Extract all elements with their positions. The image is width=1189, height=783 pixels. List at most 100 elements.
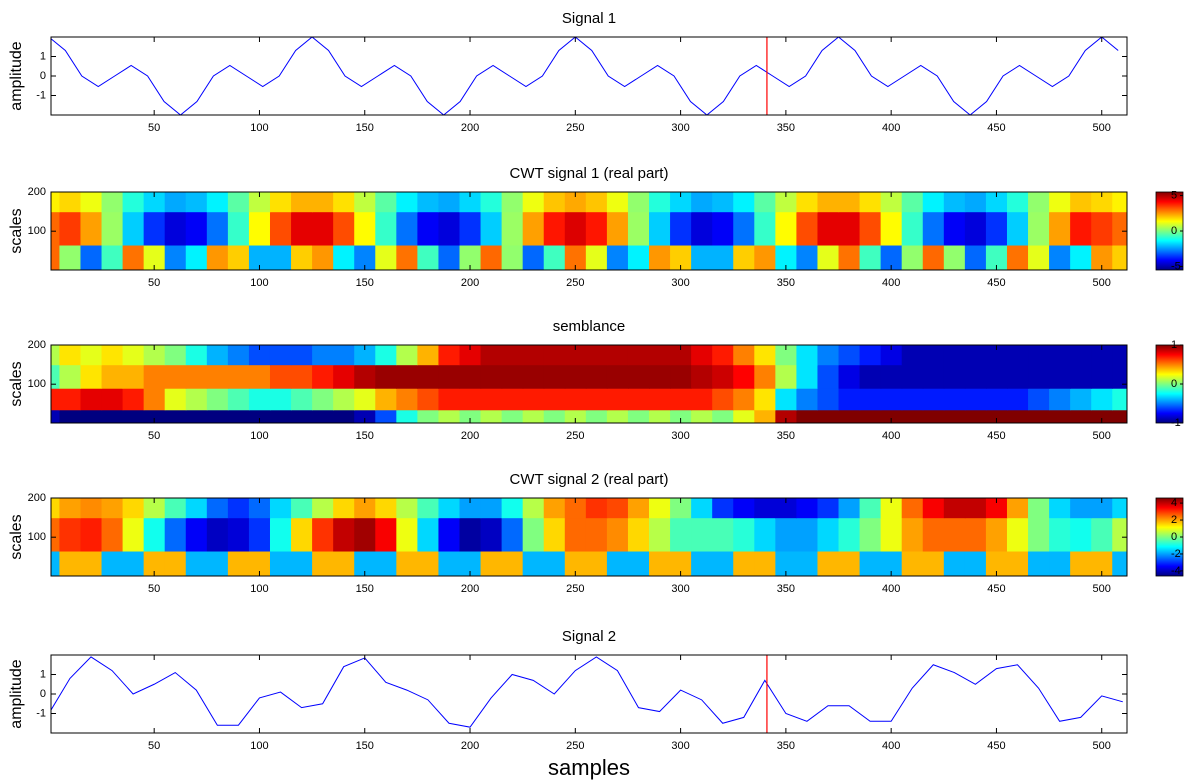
heatmap-cell — [964, 192, 987, 213]
x-tick-label: 100 — [250, 122, 268, 134]
heatmap-cell — [354, 192, 376, 213]
heatmap-cell — [606, 409, 629, 423]
heatmap-cell — [775, 192, 798, 213]
heatmap-cell — [459, 388, 482, 411]
heatmap-cell — [80, 388, 103, 411]
heatmap-cell — [122, 192, 145, 213]
heatmap-cell — [164, 409, 187, 423]
heatmap-cell — [291, 364, 313, 389]
heatmap-cell — [691, 388, 713, 411]
heatmap-cell — [859, 517, 882, 552]
heatmap-cell — [754, 244, 776, 270]
heatmap-cell — [985, 498, 1008, 519]
heatmap-cell — [649, 409, 671, 423]
heatmap-cell — [649, 364, 671, 389]
heatmap-cell — [985, 364, 1008, 389]
heatmap-cell — [649, 388, 671, 411]
heatmap-cell — [59, 364, 82, 389]
heatmap-cell — [754, 345, 776, 366]
heatmap-cell — [248, 517, 271, 552]
heatmap-cell — [733, 345, 755, 366]
panel-title: Signal 1 — [562, 10, 616, 27]
heatmap-cell — [227, 517, 250, 552]
heatmap-cell — [543, 409, 566, 423]
heatmap-cell — [1006, 211, 1029, 246]
heatmap-cell — [480, 517, 503, 552]
heatmap-cell — [417, 345, 440, 366]
heatmap-cell — [733, 498, 755, 519]
heatmap-cell — [606, 345, 629, 366]
y-axis-label: amplitude — [8, 41, 25, 110]
heatmap-cell — [101, 345, 124, 366]
x-tick-label: 350 — [777, 430, 795, 442]
heatmap-cell — [291, 550, 313, 576]
colorbar-tick-label: 5 — [1171, 189, 1177, 201]
heatmap-cell — [606, 517, 629, 552]
heatmap-cell — [206, 211, 229, 246]
heatmap-cell — [985, 517, 1008, 552]
heatmap-cell — [1006, 550, 1029, 576]
heatmap-cell — [51, 517, 61, 552]
heatmap-cell — [269, 364, 292, 389]
heatmap-cell — [417, 192, 440, 213]
heatmap-cell — [922, 498, 945, 519]
x-tick-label: 300 — [671, 583, 689, 595]
colorbar-tick-label: 2 — [1171, 514, 1177, 526]
colorbar-tick-label: 1 — [1171, 339, 1177, 351]
heatmap-cell — [943, 550, 966, 576]
heatmap-cell — [522, 517, 545, 552]
heatmap-cell — [1049, 345, 1071, 366]
heatmap-cell — [985, 192, 1008, 213]
heatmap-cell — [51, 345, 61, 366]
heatmap-cell — [480, 211, 503, 246]
heatmap-cell — [1028, 345, 1050, 366]
heatmap-cell — [670, 498, 692, 519]
heatmap-cell — [206, 244, 229, 270]
plot-area — [51, 655, 1123, 733]
colorbar — [1155, 497, 1184, 577]
heatmap-cell — [691, 498, 713, 519]
x-tick-label: 400 — [882, 740, 900, 752]
colorbar-tick-label: -5 — [1171, 260, 1181, 272]
heatmap-cell — [943, 211, 966, 246]
heatmap-cell — [1112, 409, 1127, 423]
heatmap-cell — [1070, 498, 1092, 519]
heatmap-cell — [248, 211, 271, 246]
heatmap-cell — [775, 498, 798, 519]
heatmap-cell — [80, 550, 103, 576]
colorbar-tick-label: 4 — [1171, 497, 1177, 509]
x-tick-label: 100 — [250, 583, 268, 595]
heatmap-cell — [59, 550, 82, 576]
heatmap-cell — [248, 364, 271, 389]
y-tick-label: 200 — [28, 186, 46, 198]
heatmap-cell — [291, 517, 313, 552]
heatmap-cell — [375, 388, 397, 411]
heatmap-cell — [164, 211, 187, 246]
heatmap-cell — [122, 409, 145, 423]
heatmap-cell — [606, 211, 629, 246]
heatmap-cell — [312, 364, 334, 389]
heatmap-cell — [1049, 388, 1071, 411]
heatmap-cell — [564, 550, 587, 576]
heatmap-cell — [122, 211, 145, 246]
heatmap-cell — [480, 388, 503, 411]
heatmap-cell — [564, 345, 587, 366]
heatmap-cell — [796, 498, 819, 519]
heatmap-cell — [312, 517, 334, 552]
heatmap-cell — [80, 409, 103, 423]
heatmap-cell — [164, 498, 187, 519]
heatmap-cell — [522, 409, 545, 423]
heatmap-cell — [649, 517, 671, 552]
heatmap-cell — [1112, 498, 1127, 519]
heatmap-cell — [227, 388, 250, 411]
heatmap-cell — [754, 517, 776, 552]
heatmap-cell — [1091, 345, 1113, 366]
heatmap-cell — [396, 409, 418, 423]
heatmap-cell — [143, 550, 166, 576]
heatmap-cell — [838, 364, 861, 389]
heatmap-cell — [1006, 192, 1029, 213]
heatmap-cell — [691, 550, 713, 576]
heatmap-cell — [712, 364, 734, 389]
heatmap-cell — [649, 550, 671, 576]
